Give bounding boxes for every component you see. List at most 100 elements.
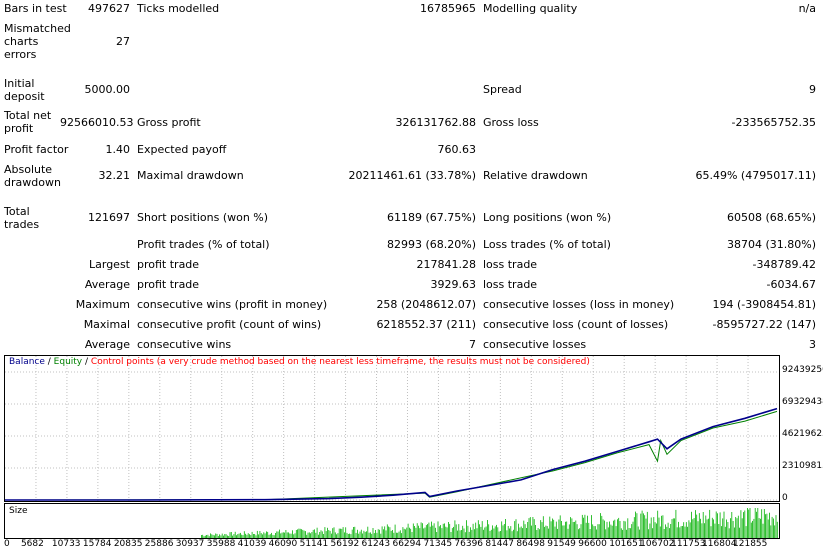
- size-bar: [466, 520, 467, 538]
- size-bar: [741, 518, 743, 538]
- total-trades-value: 121697: [88, 211, 130, 224]
- size-bar: [605, 529, 607, 538]
- size-bar: [471, 529, 473, 538]
- size-bar: [202, 534, 204, 538]
- size-bar: [444, 523, 445, 538]
- series-line-balance: [5, 407, 778, 501]
- size-bar: [276, 531, 278, 538]
- size-bar: [652, 528, 653, 538]
- size-bar: [211, 534, 213, 538]
- size-bar: [360, 529, 362, 538]
- size-bar: [455, 524, 457, 538]
- size-bar: [319, 532, 321, 538]
- x-tick-label: 116804: [702, 539, 737, 549]
- x-tick-label: 101651: [609, 539, 644, 549]
- size-bar: [470, 527, 471, 538]
- max-consec-losses-value: 194 (-3908454.81): [712, 298, 816, 311]
- size-bar: [723, 511, 725, 538]
- size-bar: [419, 528, 421, 538]
- largest-loss-trade-value: -348789.42: [752, 258, 816, 271]
- x-tick-label: 91549: [547, 539, 576, 549]
- size-bar: [316, 527, 318, 538]
- size-bar: [384, 526, 386, 538]
- size-bar: [602, 519, 604, 538]
- size-bar: [285, 530, 287, 538]
- x-tick-label: 106702: [640, 539, 675, 549]
- size-bar: [747, 508, 748, 538]
- size-bar: [249, 534, 250, 538]
- size-bar: [687, 526, 688, 538]
- size-bar: [609, 521, 610, 538]
- absolute-drawdown-value: 32.21: [98, 169, 131, 182]
- legend-separator: /: [44, 357, 54, 367]
- size-bar: [422, 523, 423, 538]
- size-panel: Size: [4, 503, 780, 539]
- size-bar: [558, 519, 560, 538]
- legend-balance: Balance: [9, 357, 45, 367]
- size-bar: [606, 521, 608, 538]
- size-bar: [594, 526, 596, 538]
- size-bar: [451, 528, 453, 538]
- size-bar: [327, 527, 328, 538]
- size-bar: [449, 523, 451, 538]
- size-bar: [567, 528, 569, 538]
- size-bar: [579, 528, 581, 538]
- legend-equity: Equity: [53, 357, 83, 367]
- gross-loss-value: -233565752.35: [731, 116, 816, 129]
- size-bar: [756, 511, 757, 538]
- size-bar: [671, 519, 673, 538]
- mismatched-label: Mismatched charts errors: [4, 22, 71, 61]
- size-bar: [437, 521, 439, 538]
- maximal-consec-profit-label: consecutive profit (count of wins): [137, 318, 322, 331]
- size-bar: [529, 517, 531, 538]
- x-tick-label: 15784: [82, 539, 112, 549]
- size-bar: [345, 527, 347, 538]
- size-bar: [288, 532, 289, 538]
- size-bar: [232, 535, 233, 538]
- size-bar: [376, 532, 378, 538]
- size-bar: [507, 526, 509, 538]
- size-bar: [698, 513, 700, 538]
- size-bar: [684, 526, 686, 538]
- size-bar: [632, 521, 634, 538]
- size-bar: [253, 534, 254, 538]
- size-bar: [331, 533, 332, 538]
- size-bar: [524, 524, 526, 538]
- size-bar: [423, 528, 425, 538]
- x-tick-label: 46090: [268, 539, 298, 549]
- size-bar: [264, 533, 266, 538]
- average-profit-trade-value: 3929.63: [430, 278, 477, 291]
- size-bar: [479, 524, 480, 538]
- average-consec-label: Average: [84, 338, 130, 351]
- modelling-quality-value: n/a: [798, 2, 816, 15]
- size-bar: [501, 521, 503, 538]
- mismatched-value: 27: [116, 35, 130, 48]
- size-bar: [353, 527, 354, 538]
- size-bar: [323, 534, 324, 538]
- size-bar: [277, 531, 279, 538]
- bars-in-test-label: Bars in test: [4, 2, 67, 15]
- size-bar: [549, 516, 551, 538]
- size-bar: [357, 529, 358, 538]
- x-tick-label: 66294: [392, 539, 422, 549]
- size-bar: [332, 528, 334, 538]
- size-bar: [628, 528, 630, 538]
- size-bar: [477, 520, 479, 538]
- size-bar: [388, 526, 389, 538]
- ticks-modelled-label: Ticks modelled: [137, 2, 220, 15]
- size-bar: [375, 530, 376, 538]
- size-bar: [329, 530, 331, 538]
- size-bar: [528, 518, 530, 538]
- size-bar: [289, 533, 291, 538]
- size-bar: [281, 532, 283, 538]
- size-bar: [693, 518, 695, 538]
- size-bar: [598, 524, 600, 538]
- chart-legend: Balance / Equity / Control points (a ver…: [9, 357, 590, 367]
- size-bar: [552, 518, 553, 538]
- size-bar: [386, 524, 388, 538]
- size-bar: [234, 531, 236, 538]
- size-bar: [559, 515, 561, 538]
- size-bar: [256, 530, 258, 538]
- size-bar: [667, 522, 669, 538]
- size-bar: [308, 532, 310, 538]
